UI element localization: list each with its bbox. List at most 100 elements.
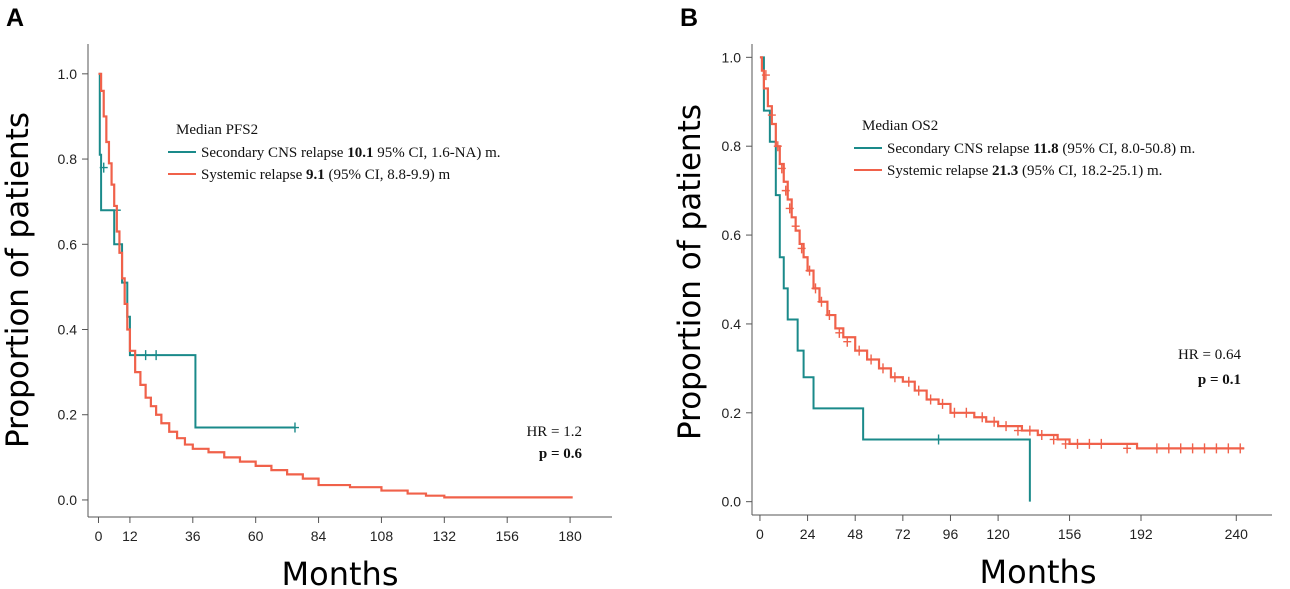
panel-a-censor-mark-cns (99, 162, 108, 173)
panel-a-legend-title: Median PFS2 (176, 122, 258, 138)
panel-b-censor-mark-systemic (825, 310, 834, 321)
panel-a-ylabel: Proportion of patients (0, 112, 36, 448)
panel-b-censor-mark-systemic (761, 70, 770, 81)
panel-b-ytick-label: 0.4 (722, 316, 742, 332)
panel-b-censor-mark-systemic (962, 407, 971, 418)
panel-b-xtick-label: 192 (1129, 526, 1153, 542)
panel-b-censor-mark-systemic (1123, 443, 1132, 454)
panel-a-hr-text: HR = 1.2 (526, 424, 582, 440)
panel-a: A Proportion of patients Months 0.0 0.2 0.… (0, 4, 612, 589)
panel-a-xtick-label: 0 (95, 528, 103, 544)
panel-b-censor-mark-systemic (1188, 443, 1197, 454)
panel-b-hr-text: HR = 0.64 (1178, 347, 1242, 363)
panel-a-axes: 0.0 0.2 0.4 0.6 0.8 1.0 0 12 36 60 84 108 132 156 180 (58, 44, 612, 544)
panel-b-censor-mark-systemic (805, 265, 814, 276)
panel-a-censor-mark-cns (290, 422, 299, 433)
panel-a-xtick-label: 180 (558, 528, 582, 544)
panel-a-p-text: p = 0.6 (539, 446, 583, 462)
panel-a-xtick-label: 60 (248, 528, 264, 544)
panel-b-ylabel: Proportion of patients (672, 104, 708, 440)
panel-b-censor-mark-systemic (817, 296, 826, 307)
panel-b-xtick-label: 156 (1058, 526, 1082, 542)
panel-b-censor-mark-systemic (781, 185, 790, 196)
panel-b-xtick-label: 240 (1225, 526, 1249, 542)
panel-b-censor-mark-systemic (1085, 438, 1094, 449)
panel-b-censor-mark-systemic (767, 110, 776, 121)
panel-b-censor-mark-systemic (855, 345, 864, 356)
panel-b-xtick-label: 72 (895, 526, 911, 542)
panel-b-xtick-label: 120 (986, 526, 1010, 542)
panel-b-censor-mark-systemic (1002, 421, 1011, 432)
panel-b-censor-mark-systemic (773, 141, 782, 152)
panel-a-xtick-label: 12 (122, 528, 138, 544)
panel-b-censor-mark-systemic (978, 412, 987, 423)
panel-b-ytick-label: 0.0 (722, 494, 742, 510)
panel-a-censor-mark-cns (152, 350, 161, 361)
panel-a-ytick-label: 0.2 (58, 407, 78, 423)
panel-a-legend: Median PFS2 Secondary CNS relapse 10.1 9… (168, 122, 501, 183)
panel-b-censor-mark-systemic (1152, 443, 1161, 454)
panel-b-curves (759, 56, 1245, 502)
panel-a-curves (98, 72, 573, 499)
panel-b-censor-mark-systemic (811, 283, 820, 294)
panel-b-censor-mark-systemic (1224, 443, 1233, 454)
panel-b-ytick-label: 1.0 (722, 49, 742, 65)
panel-a-xlabel: Months (282, 555, 399, 589)
panel-b-xtick-label: 24 (800, 526, 816, 542)
panel-b-censor-mark-systemic (791, 221, 800, 232)
panel-b-legend-systemic: Systemic relapse 21.3 (95% CI, 18.2-25.1… (887, 163, 1162, 179)
panel-b-censor-mark-systemic (1061, 438, 1070, 449)
panel-a-xtick-label: 36 (185, 528, 201, 544)
panel-a-xtick-label: 132 (433, 528, 457, 544)
panel-b-ytick-label: 0.2 (722, 405, 742, 421)
panel-b-censor-mark-systemic (926, 394, 935, 405)
panel-a-ytick-label: 0.6 (58, 236, 78, 252)
panel-a-letter: A (6, 4, 24, 32)
panel-b-legend: Median OS2 Secondary CNS relapse 11.8 (9… (854, 118, 1195, 179)
panel-b-censor-mark-systemic (990, 416, 999, 427)
panel-b-xtick-label: 0 (756, 526, 764, 542)
panel-b-censor-mark-systemic (843, 336, 852, 347)
panel-a-curve-systemic (98, 72, 573, 499)
panel-b-censor-mark-systemic (797, 243, 806, 254)
panel-b-censor-mark-systemic (1037, 430, 1046, 441)
panel-b-censor-mark-systemic (950, 407, 959, 418)
panel-b-censor-mark-systemic (904, 376, 913, 387)
panel-b-censor-mark-systemic (1049, 434, 1058, 445)
panel-b-xlabel: Months (980, 553, 1097, 589)
panel-a-ytick-label: 0.0 (58, 492, 78, 508)
panel-b-censor-mark-systemic (1073, 438, 1082, 449)
panel-a-legend-cns: Secondary CNS relapse 10.1 95% CI, 1.6-N… (201, 145, 501, 161)
panel-b-censor-mark-systemic (914, 385, 923, 396)
panel-b-censor-mark-systemic (1212, 443, 1221, 454)
panel-b-censor-mark-cns (934, 434, 943, 445)
panel-b-censor-mark-systemic (1025, 425, 1034, 436)
panel-b-censor-mark-systemic (777, 163, 786, 174)
panel-b-legend-title: Median OS2 (862, 118, 938, 134)
panel-b-censor-mark-systemic (878, 363, 887, 374)
panel-b-legend-cns: Secondary CNS relapse 11.8 (95% CI, 8.0-… (887, 141, 1195, 157)
panel-a-ytick-label: 0.8 (58, 151, 78, 167)
panel-b-censor-mark-systemic (1200, 443, 1209, 454)
panel-b-censor-mark-systemic (1097, 438, 1106, 449)
panel-b-curve-systemic (759, 56, 1245, 450)
panel-b-xtick-label: 96 (943, 526, 959, 542)
panel-b-censor-mark-systemic (867, 354, 876, 365)
panel-a-xtick-label: 156 (496, 528, 520, 544)
panel-a-censor-mark-cns (141, 350, 150, 361)
panel-b-letter: B (680, 4, 698, 32)
panel-b-censor-mark-systemic (1176, 443, 1185, 454)
panel-b-axes: 0.0 0.2 0.4 0.6 0.8 1.0 0 24 48 72 96 120 156 192 240 (722, 44, 1272, 542)
panel-a-legend-systemic: Systemic relapse 9.1 (95% CI, 8.8-9.9) m (201, 167, 450, 183)
panel-b-ytick-label: 0.8 (722, 138, 742, 154)
panel-b-censor-mark-systemic (1236, 443, 1245, 454)
panel-b-censor-mark-systemic (1013, 425, 1022, 436)
panel-b-ytick-label: 0.6 (722, 227, 742, 243)
panel-b-xtick-label: 48 (847, 526, 863, 542)
panel-b-censor-mark-systemic (890, 372, 899, 383)
panel-a-xtick-label: 84 (311, 528, 327, 544)
panel-b-censor-mark-systemic (1164, 443, 1173, 454)
panel-a-xtick-label: 108 (370, 528, 394, 544)
panel-b-curve-cns (759, 56, 1031, 502)
